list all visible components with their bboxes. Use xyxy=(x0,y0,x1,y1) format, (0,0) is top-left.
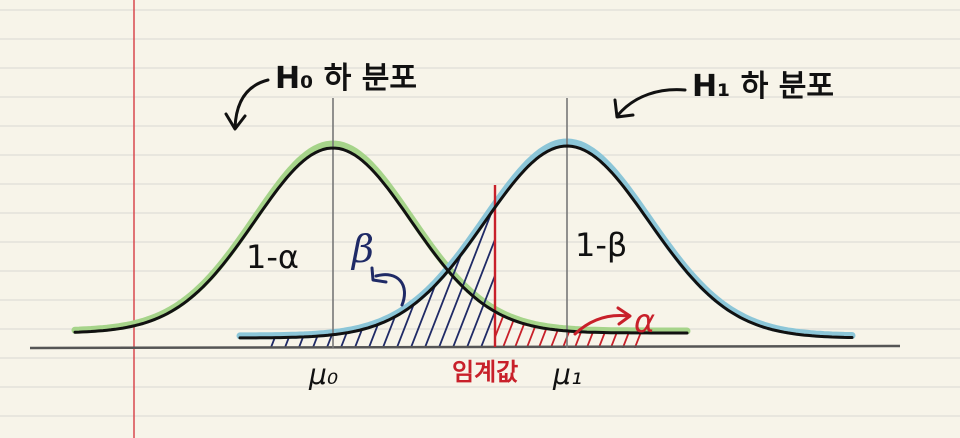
h0-distribution-curve xyxy=(73,146,689,335)
h1-center-region-label: 1-β xyxy=(575,226,627,264)
x-axis xyxy=(29,344,901,350)
hatch-line xyxy=(437,207,495,348)
h0-center-region-label: 1-α xyxy=(246,238,299,276)
h0-arrow-icon xyxy=(233,78,270,130)
h0-distribution-label: H₀ 하 분포 xyxy=(275,61,417,96)
hatch-line xyxy=(451,207,495,348)
alpha-arrow-head-icon xyxy=(616,306,632,326)
alpha-label: α xyxy=(634,302,655,340)
mu0-label: μ₀ xyxy=(308,358,338,391)
h0-arrow-head-icon xyxy=(224,112,247,131)
hatch-line xyxy=(495,311,561,348)
h1-arrow-icon xyxy=(616,88,687,117)
h1-distribution-curve xyxy=(238,144,854,340)
hatch-line xyxy=(495,311,525,348)
critical-value-label: 임계값 xyxy=(452,358,518,386)
h1-curve-highlight xyxy=(236,138,856,340)
hatch-line xyxy=(423,207,495,348)
hatch-line xyxy=(658,170,728,350)
alpha-arrow-icon xyxy=(573,314,630,336)
beta-arrow-icon xyxy=(374,273,406,307)
h1-arrow-head-icon xyxy=(613,98,635,119)
hatch-line xyxy=(465,207,495,348)
hatch-line xyxy=(479,207,495,348)
h1-distribution-label: H₁ 하 분포 xyxy=(692,69,834,104)
beta-label: β xyxy=(350,227,374,271)
mu1-label: μ₁ xyxy=(552,358,582,391)
h0-curve-highlight xyxy=(71,140,691,335)
notebook-rule-lines xyxy=(0,9,960,417)
beta-arrow-head-icon xyxy=(370,266,388,284)
